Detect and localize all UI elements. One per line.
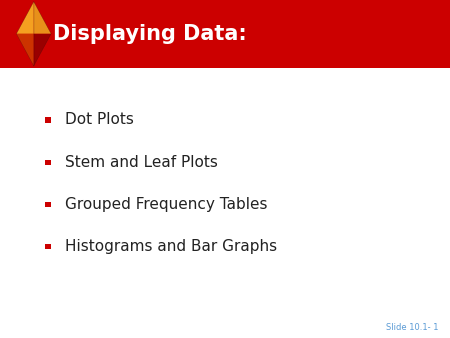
Bar <box>45 244 51 249</box>
Bar <box>0 0 450 68</box>
Text: Displaying Data:: Displaying Data: <box>53 24 247 44</box>
Text: Histograms and Bar Graphs: Histograms and Bar Graphs <box>65 239 277 254</box>
Text: Dot Plots: Dot Plots <box>65 113 134 127</box>
Text: Grouped Frequency Tables: Grouped Frequency Tables <box>65 197 268 212</box>
Bar <box>45 117 51 122</box>
Text: Stem and Leaf Plots: Stem and Leaf Plots <box>65 155 218 170</box>
Text: Slide 10.1- 1: Slide 10.1- 1 <box>386 323 439 332</box>
Polygon shape <box>34 2 51 34</box>
Bar <box>45 202 51 207</box>
Polygon shape <box>16 34 34 66</box>
Polygon shape <box>16 2 34 34</box>
Bar <box>45 160 51 165</box>
Polygon shape <box>34 34 51 66</box>
